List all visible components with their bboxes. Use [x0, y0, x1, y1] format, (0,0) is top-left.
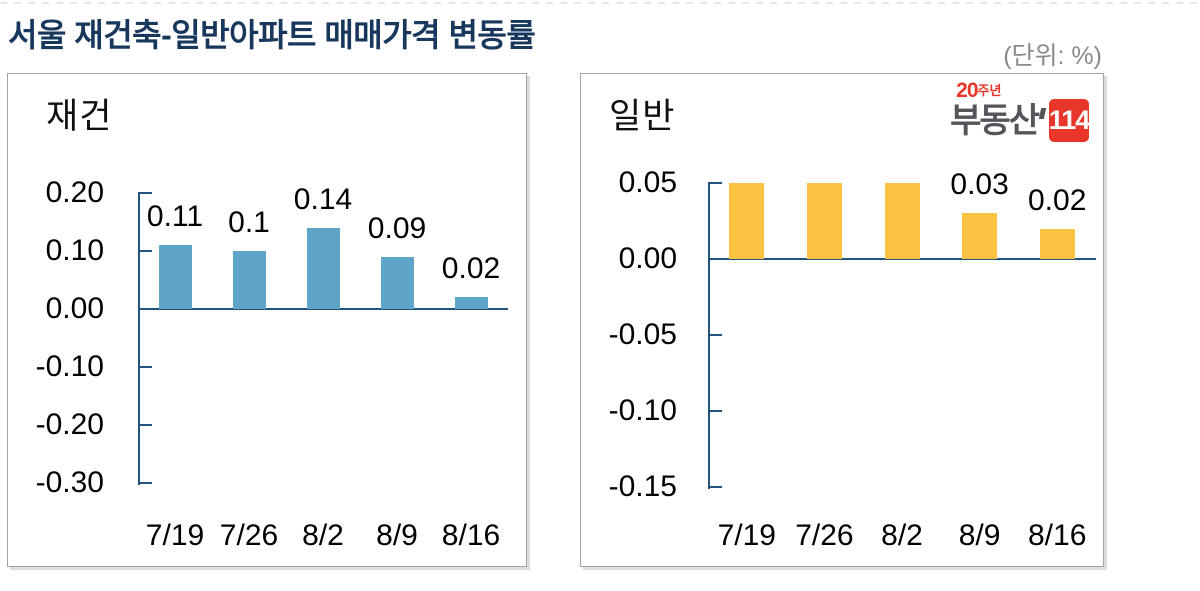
bar	[232, 251, 266, 309]
x-axis-label: 8/2	[302, 519, 344, 552]
bar	[884, 183, 920, 259]
y-axis-line	[138, 193, 140, 485]
unit-label: (단위: %)	[1003, 42, 1102, 70]
bar-value-label: 0.02	[1027, 183, 1087, 217]
x-axis-label: 8/9	[376, 519, 418, 552]
x-axis-label: 7/19	[717, 519, 776, 552]
bar	[962, 213, 998, 259]
y-axis-label: 0.00	[45, 292, 104, 325]
bar-value-label: 0.1	[228, 206, 270, 239]
axis-tick	[138, 250, 152, 252]
logo-brand-label: 부동산	[950, 101, 1040, 140]
bar	[306, 227, 340, 309]
bar-value-label: 0.09	[367, 211, 427, 245]
top-dashed-divider	[0, 2, 1200, 4]
axis-tick	[708, 486, 722, 488]
plot-area-general: 0.05 0.00 -0.05 -0.10 -0.15 7/19 7/26 8/2 0.03 8/…	[581, 74, 1103, 566]
zero-line	[138, 308, 508, 310]
chart-panel-rebuild: 재건 0.20 0.10 0.00 -0.10 -0.20 -0.30 0.11 7/19 0.…	[7, 73, 527, 567]
axis-tick	[138, 192, 152, 194]
y-axis-label: -0.05	[608, 318, 677, 351]
y-axis-label: 0.10	[45, 234, 104, 267]
chart-panel-general: 일반 20주년 부동산 114 0.05 0.00 -0.05 -0.10 -0.15 7…	[580, 73, 1104, 567]
x-axis-label: 8/2	[881, 519, 923, 552]
y-axis-line	[708, 183, 710, 489]
y-axis-label: -0.10	[608, 394, 677, 427]
plot-area-rebuild: 0.20 0.10 0.00 -0.10 -0.20 -0.30 0.11 7/19 0.1 7/…	[8, 74, 526, 566]
logo-brand-row: 부동산 114	[950, 99, 1090, 142]
x-axis-label: 7/26	[795, 519, 854, 552]
logo-anniversary-number: 20	[956, 79, 978, 102]
bar	[158, 245, 192, 309]
bar-value-label: 0.02	[441, 252, 501, 286]
logo-badge-114: 114	[1049, 99, 1090, 142]
axis-tick	[708, 410, 722, 412]
axis-tick	[138, 482, 152, 484]
axis-tick	[138, 366, 152, 368]
page-title: 서울 재건축-일반아파트 매매가격 변동률	[8, 17, 536, 53]
x-axis-label: 7/19	[145, 519, 205, 552]
bar-value-label: 0.14	[293, 182, 353, 216]
bar-value-label: 0.03	[950, 168, 1009, 202]
bar	[454, 297, 488, 309]
y-axis-label: -0.30	[35, 466, 104, 499]
logo-realestate114: 20주년 부동산 114	[950, 79, 1090, 142]
bar	[729, 183, 765, 259]
axis-tick	[708, 182, 722, 184]
chart-title-rebuild: 재건	[46, 97, 113, 136]
logo-anniversary-label: 20주년	[956, 79, 1089, 102]
y-axis-label: -0.10	[35, 350, 104, 383]
axis-tick	[138, 424, 152, 426]
y-axis-label: 0.20	[45, 176, 104, 209]
bar	[1039, 228, 1075, 259]
y-axis-label: 0.00	[618, 242, 677, 275]
y-axis-label: -0.20	[35, 408, 104, 441]
y-axis-label: -0.15	[608, 470, 677, 503]
chart-title-general: 일반	[609, 97, 676, 136]
logo-anniversary-suffix: 주년	[977, 83, 1002, 98]
x-axis-label: 8/16	[441, 519, 501, 552]
y-axis-label: 0.05	[618, 166, 677, 199]
x-axis-label: 8/9	[958, 519, 1001, 552]
bar	[806, 183, 842, 259]
x-axis-label: 8/16	[1027, 519, 1087, 552]
zero-line	[708, 258, 1096, 260]
x-axis-label: 7/26	[219, 519, 279, 552]
bar	[380, 256, 414, 309]
axis-tick	[708, 334, 722, 336]
bar-value-label: 0.11	[146, 200, 204, 234]
